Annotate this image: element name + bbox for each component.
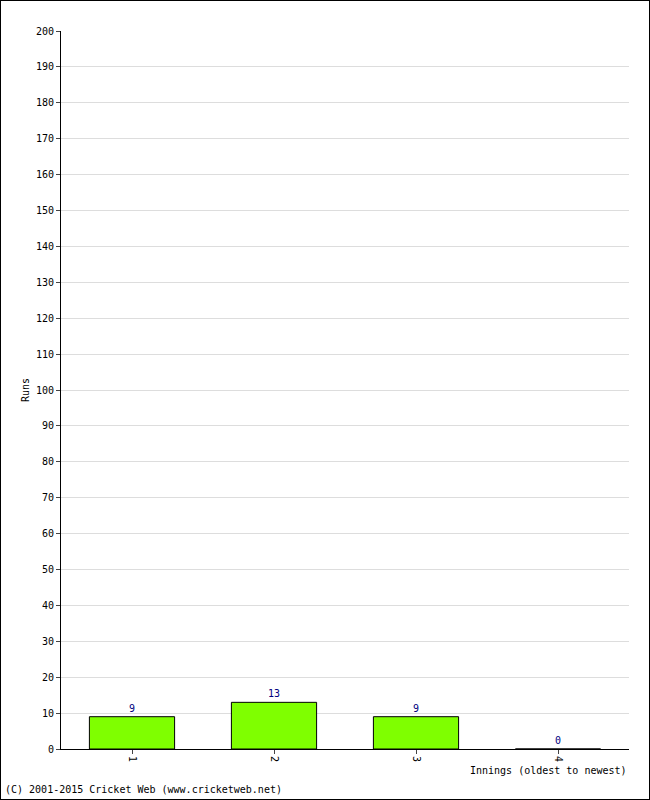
svg-text:10: 10 — [42, 708, 54, 719]
svg-text:200: 200 — [36, 26, 54, 37]
svg-text:80: 80 — [42, 456, 54, 467]
svg-text:180: 180 — [36, 97, 54, 108]
svg-text:Innings (oldest to newest): Innings (oldest to newest) — [470, 765, 627, 776]
svg-text:9: 9 — [129, 703, 135, 714]
svg-text:4: 4 — [553, 756, 564, 762]
svg-text:130: 130 — [36, 277, 54, 288]
svg-text:100: 100 — [36, 385, 54, 396]
svg-text:60: 60 — [42, 528, 54, 539]
svg-text:30: 30 — [42, 636, 54, 647]
svg-text:50: 50 — [42, 564, 54, 575]
svg-text:3: 3 — [411, 756, 422, 762]
svg-text:1: 1 — [127, 756, 138, 762]
svg-text:170: 170 — [36, 133, 54, 144]
svg-text:0: 0 — [48, 744, 54, 755]
svg-text:120: 120 — [36, 313, 54, 324]
svg-text:13: 13 — [268, 688, 280, 699]
svg-text:40: 40 — [42, 600, 54, 611]
svg-text:2: 2 — [269, 756, 280, 762]
svg-text:190: 190 — [36, 61, 54, 72]
svg-text:150: 150 — [36, 205, 54, 216]
svg-text:110: 110 — [36, 349, 54, 360]
svg-text:(C) 2001-2015 Cricket Web (www: (C) 2001-2015 Cricket Web (www.cricketwe… — [5, 784, 282, 795]
svg-text:9: 9 — [413, 703, 419, 714]
svg-text:160: 160 — [36, 169, 54, 180]
svg-text:20: 20 — [42, 672, 54, 683]
svg-text:140: 140 — [36, 241, 54, 252]
svg-text:0: 0 — [555, 735, 561, 746]
svg-text:70: 70 — [42, 492, 54, 503]
svg-text:Runs: Runs — [20, 378, 31, 402]
svg-text:90: 90 — [42, 420, 54, 431]
